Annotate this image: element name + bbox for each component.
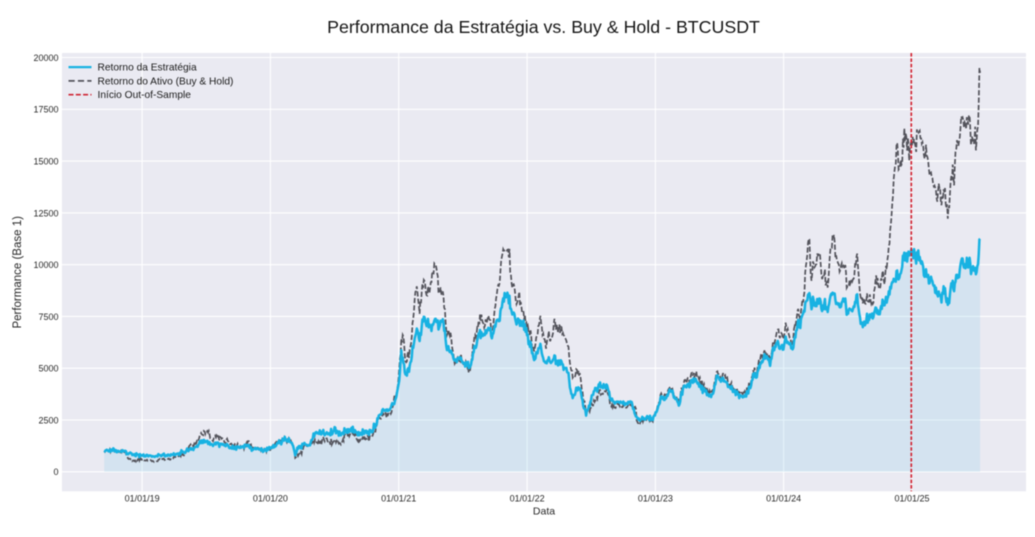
svg-text:10000: 10000 bbox=[33, 260, 58, 270]
svg-text:Retorno do Ativo (Buy & Hold): Retorno do Ativo (Buy & Hold) bbox=[98, 76, 234, 87]
svg-text:01/01/25: 01/01/25 bbox=[894, 494, 929, 504]
svg-text:7500: 7500 bbox=[38, 312, 58, 322]
svg-text:15000: 15000 bbox=[33, 157, 58, 167]
svg-text:01/01/19: 01/01/19 bbox=[125, 494, 160, 504]
svg-text:01/01/21: 01/01/21 bbox=[381, 494, 416, 504]
svg-text:17500: 17500 bbox=[33, 105, 58, 115]
svg-text:Retorno da Estratégia: Retorno da Estratégia bbox=[98, 63, 197, 74]
svg-text:0: 0 bbox=[53, 467, 58, 477]
svg-text:Início Out-of-Sample: Início Out-of-Sample bbox=[98, 90, 192, 101]
svg-text:Performance (Base 1): Performance (Base 1) bbox=[12, 216, 24, 329]
svg-text:Data: Data bbox=[533, 506, 555, 518]
svg-text:01/01/23: 01/01/23 bbox=[638, 494, 673, 504]
svg-text:20000: 20000 bbox=[33, 53, 58, 63]
svg-text:01/01/20: 01/01/20 bbox=[253, 494, 288, 504]
svg-text:2500: 2500 bbox=[38, 415, 58, 425]
svg-text:01/01/24: 01/01/24 bbox=[766, 494, 801, 504]
svg-text:5000: 5000 bbox=[38, 364, 58, 374]
svg-text:Performance da Estratégia vs.: Performance da Estratégia vs. Buy & Hold… bbox=[327, 17, 760, 37]
svg-text:12500: 12500 bbox=[33, 208, 58, 218]
svg-text:01/01/22: 01/01/22 bbox=[510, 494, 545, 504]
